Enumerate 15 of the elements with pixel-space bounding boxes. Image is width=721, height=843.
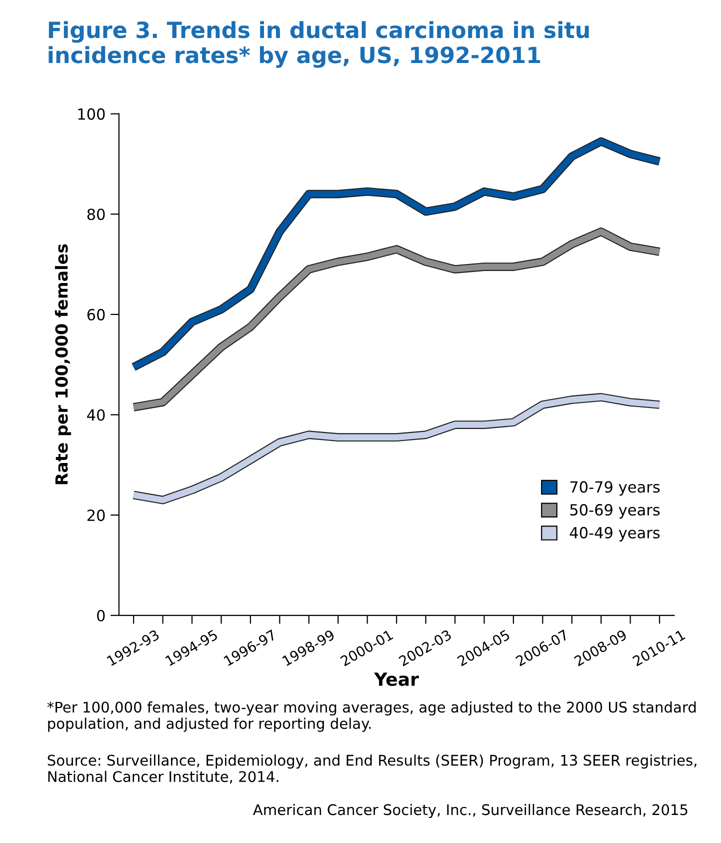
y-tick-label: 60 (87, 308, 105, 320)
chart-title: Figure 3. Trends in ductal carcinoma in situ incidence rates* by age, US, 1992-2011 (48, 21, 589, 68)
y-tick-label: 0 (97, 610, 105, 622)
source-note: Source: Surveillance, Epidemiology, and End Results (SEER) Program, 13 SEER registries, National Cancer Institute, 2014. (48, 754, 696, 784)
y-tick-label: 20 (87, 510, 105, 522)
legend-label: 50-69 years (570, 504, 660, 519)
legend-label: 70-79 years (570, 481, 660, 496)
y-tick-label: 40 (87, 409, 105, 421)
x-axis-title: Year (374, 672, 419, 686)
text: *Per 100,000 females, two-year moving averages, age adjusted to the 2000 US standard population, and adjusted for reporting delay. (47, 701, 696, 732)
text: American Cancer Society, Inc., Surveillance Research, 2015 (253, 804, 688, 818)
y-tick-label: 80 (87, 208, 105, 220)
y-tick-label: 100 (78, 108, 105, 120)
legend-label: 40-49 years (570, 526, 660, 542)
y-axis-title: Rate per 100,000 females (54, 244, 72, 484)
